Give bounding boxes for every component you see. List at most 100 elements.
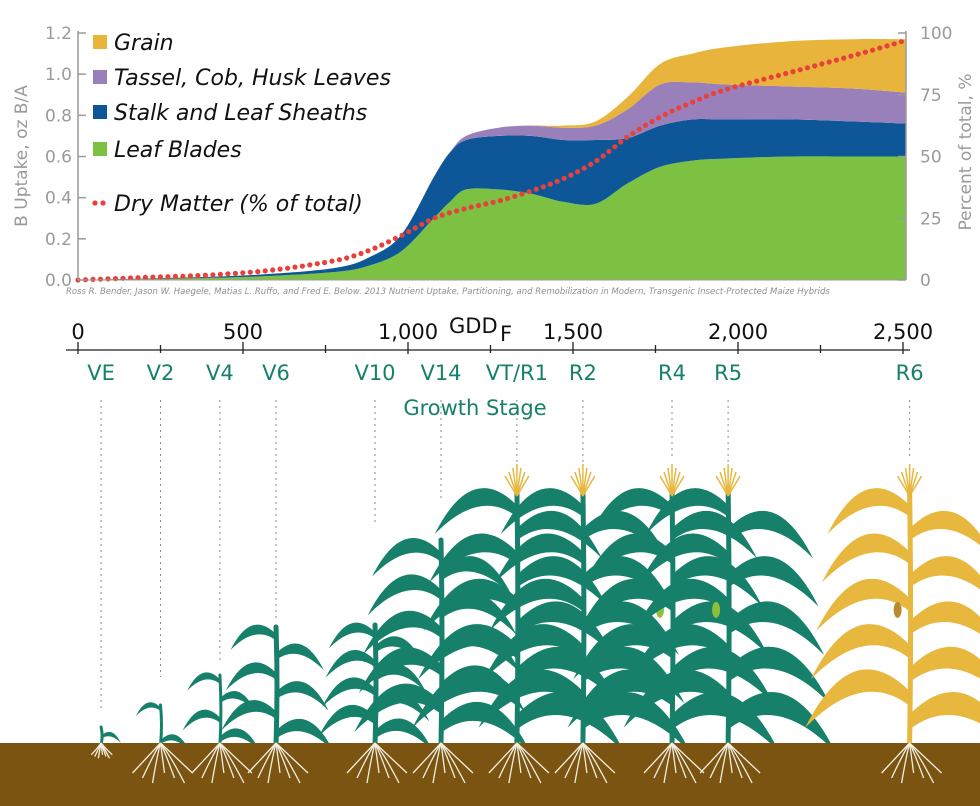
dry-matter-dot [127, 275, 134, 281]
dry-matter-dot [406, 229, 412, 235]
root-strand [516, 742, 550, 774]
dry-matter-dot [217, 271, 223, 277]
dry-matter-dot [804, 65, 811, 71]
plant-leaf [909, 646, 980, 683]
dry-matter-dot [676, 105, 682, 111]
dry-matter-dot [419, 221, 425, 227]
plant-leaf [672, 510, 757, 559]
legend-label: Leaf Blades [114, 138, 242, 163]
plant-leaf [516, 556, 608, 607]
area-tassel-cob-husk-leaves [78, 81, 906, 280]
growth-stage-axis: VE V2 V4 V6 V10 V14 VT/R1 R2 R4 R5 R6 Growth Stage [87, 361, 924, 712]
root-strand [100, 742, 113, 756]
growth-stage-label: R2 [569, 361, 597, 385]
tassel-branch [582, 475, 596, 497]
tassel-branch [727, 467, 733, 497]
plant-leaf [582, 601, 679, 656]
tassel-branch [715, 475, 729, 497]
growth-stage-label: VT/R1 [486, 361, 548, 385]
plant-roots [346, 742, 408, 784]
growth-stage-title: Growth Stage [403, 396, 546, 420]
plant-illustrations [99, 464, 980, 752]
plant-leaf [629, 624, 729, 680]
plant-leaf [909, 601, 980, 635]
plant-leaf [578, 578, 672, 631]
tassel-branch [663, 471, 673, 497]
plant-leaf [805, 669, 910, 728]
root-strand [219, 742, 253, 774]
dry-matter-dot [454, 208, 460, 214]
dry-matter-dot [285, 265, 291, 271]
tassel-branch [504, 475, 518, 497]
dry-matter-dot [600, 153, 606, 159]
gdd-tick-label: 1,000 [378, 320, 438, 344]
plant-roots [554, 742, 616, 784]
plant-leaf [516, 646, 619, 704]
tassel-branch [671, 471, 681, 497]
root-strand [498, 742, 518, 779]
area-stalk-and-leaf-sheaths [78, 118, 906, 280]
plant-stalk [218, 673, 223, 747]
dry-matter-dot [270, 267, 276, 273]
plant-leaf [423, 578, 517, 631]
dry-matter-dot [322, 259, 328, 266]
plant-stalk [514, 487, 521, 748]
y-axis-label-left: B Uptake, oz B/A [12, 85, 32, 227]
tassel-branch [671, 467, 677, 497]
dry-matter-dot [575, 169, 581, 175]
dry-matter-dot [898, 39, 905, 45]
plant-leaf [821, 533, 910, 583]
plant-leaf [429, 533, 517, 583]
dry-matter-dot [392, 235, 398, 242]
plant-leaf [101, 731, 121, 743]
tassel-branch [727, 475, 741, 497]
tassel-branch [582, 467, 588, 497]
dry-matter-dot [425, 218, 431, 224]
dry-matter-dot [768, 74, 774, 80]
tassel-branch [508, 471, 518, 497]
root-strand [574, 742, 584, 784]
dry-matter-dot [870, 47, 876, 53]
plant-leaf [584, 533, 672, 583]
plant-leaf [589, 488, 672, 535]
plant-roots [90, 742, 113, 759]
tassel-branch [516, 471, 526, 497]
plant-roots [699, 742, 761, 784]
legend-dot [92, 200, 98, 206]
root-strand [422, 742, 442, 779]
root-strand [671, 742, 705, 774]
dry-matter-dot [412, 225, 418, 231]
dry-matter-dot [165, 274, 171, 280]
dry-matter-dot [754, 78, 760, 84]
y-tick-label-left: 0.8 [45, 106, 72, 126]
plant-leaf [728, 510, 814, 559]
gdd-axis-label-subscript: F [500, 322, 512, 346]
dry-matter-dot [358, 250, 364, 257]
y-axes: 0.0 0.2 0.4 0.6 0.8 1.0 1.2 0 25 50 75 100 B Uptake,… [12, 24, 976, 291]
dry-matter-dot [526, 189, 532, 195]
plant-leaf [219, 691, 255, 711]
corn-plant [221, 624, 334, 751]
plant-leaf [328, 622, 375, 649]
dry-matter-dot [533, 186, 539, 192]
dry-matter-dot [717, 88, 724, 94]
growth-stage-label: V6 [262, 361, 290, 385]
dry-matter-dot [581, 165, 587, 171]
y-tick-label-right: 100 [920, 24, 952, 44]
plant-roots [132, 742, 193, 784]
root-strand [582, 742, 616, 774]
plant-leaf [478, 669, 583, 728]
plant-leaf [358, 647, 441, 694]
dry-matter-dot [432, 215, 438, 221]
dry-matter-dot [490, 199, 496, 205]
plant-leaf [225, 662, 276, 691]
dry-matter-dot [884, 43, 890, 49]
dry-matter-dot [461, 206, 467, 212]
plant-leaf [728, 601, 825, 656]
dry-matter-dot [336, 257, 342, 263]
plant-leaf [810, 624, 910, 680]
plant-leaf [318, 704, 375, 737]
dry-matter-dot [255, 269, 261, 275]
dry-matter-dot [247, 269, 253, 275]
plant-leaf [582, 510, 668, 559]
